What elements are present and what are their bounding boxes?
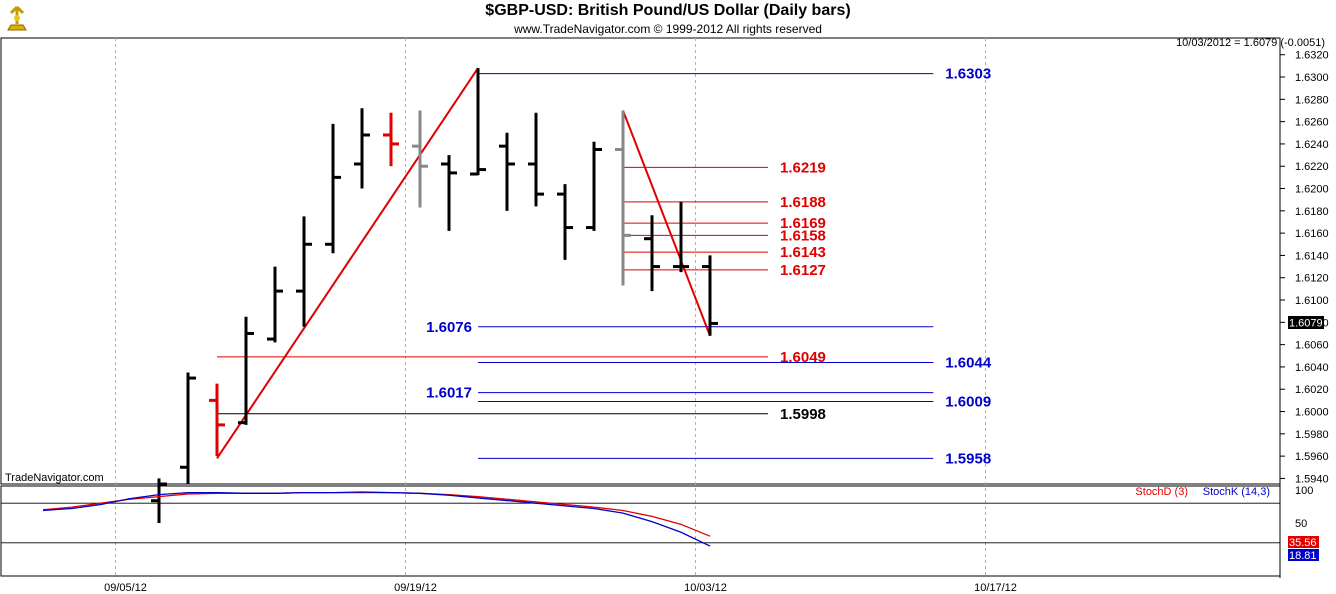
ohlc-bar (557, 184, 573, 260)
legend-stochd: StochD (3) (1135, 486, 1188, 498)
svg-text:35.56: 35.56 (1289, 537, 1317, 549)
trade-navigator-logo-icon (4, 3, 30, 38)
y-tick-label: 1.6000 (1295, 407, 1329, 419)
y-tick-label: 1.6140 (1295, 250, 1329, 262)
y-tick-label: 1.6320 (1295, 50, 1329, 62)
level-label: 1.6127 (780, 262, 826, 279)
last-quote-readout: 10/03/2012 = 1.6079 (-0.0051) (1176, 37, 1325, 49)
y-tick-label: 1.6120 (1295, 273, 1329, 285)
y-tick-label: 1.6260 (1295, 117, 1329, 129)
trend-line (622, 110, 711, 337)
watermark-text: TradeNavigator.com (5, 472, 104, 484)
x-tick-label: 09/19/12 (394, 582, 437, 594)
y-tick-label: 1.5960 (1295, 451, 1329, 463)
chart-title: $GBP-USD: British Pound/US Dollar (Daily… (485, 2, 851, 19)
ohlc-bar (441, 155, 457, 231)
ohlc-bar (151, 478, 167, 524)
stochk-value-badge: 18.81 (1288, 549, 1319, 562)
ohlc-bar (644, 215, 660, 292)
last-price-badge: 1.6079 (1288, 316, 1324, 330)
price-panel-frame (0, 37, 1281, 485)
ohlc-bar (528, 112, 544, 207)
y-tick-label: 1.6100 (1295, 295, 1329, 307)
level-label: 1.6076 (426, 319, 472, 336)
ohlc-bar (296, 216, 312, 327)
ohlc-bar (238, 316, 254, 425)
ohlc-bar (499, 132, 515, 211)
ohlc-bar (412, 110, 428, 208)
stochastic-panel-frame (0, 485, 1281, 577)
level-label: 1.6044 (945, 354, 992, 371)
stochastic-series-line (42, 491, 711, 537)
stoch-y-tick-label: 50 (1295, 518, 1307, 530)
y-tick-label: 1.6180 (1295, 206, 1329, 218)
level-label: 1.6158 (780, 227, 826, 244)
ohlc-bar (354, 108, 370, 189)
level-label: 1.6169 (780, 215, 826, 232)
level-label: 1.6143 (780, 244, 826, 261)
level-label: 1.5958 (945, 450, 991, 467)
level-label: 1.6009 (945, 393, 991, 410)
ohlc-bar (586, 141, 602, 231)
stochastic-series-line (42, 491, 711, 547)
level-label: 1.6017 (426, 385, 472, 402)
y-tick-label: 1.6280 (1295, 94, 1329, 106)
y-tick-label: 1.6020 (1295, 384, 1329, 396)
level-label: 1.6049 (780, 349, 826, 366)
y-tick-label: 1.6200 (1295, 184, 1329, 196)
x-tick-label: 10/17/12 (974, 582, 1017, 594)
copyright-notice: www.TradeNavigator.com © 1999-2012 All r… (514, 22, 822, 36)
ohlc-bar (615, 110, 631, 286)
y-tick-label: 1.5940 (1295, 473, 1329, 485)
level-label: 1.6188 (780, 194, 826, 211)
y-tick-label: 1.5980 (1295, 429, 1329, 441)
ohlc-bar (673, 201, 689, 273)
y-tick-label: 1.6060 (1295, 340, 1329, 352)
ohlc-bar (470, 68, 486, 176)
stochd-value-badge: 35.56 (1288, 536, 1319, 549)
ohlc-bar (209, 383, 225, 457)
trend-line (216, 67, 479, 459)
x-tick-label: 10/03/12 (684, 582, 727, 594)
ohlc-bar (267, 266, 283, 343)
level-label: 1.5998 (780, 406, 826, 423)
y-tick-label: 1.6220 (1295, 161, 1329, 173)
x-tick-label: 09/05/12 (104, 582, 147, 594)
ohlc-bar (383, 112, 399, 167)
y-tick-label: 1.6160 (1295, 228, 1329, 240)
y-tick-label: 1.6040 (1295, 362, 1329, 374)
y-tick-label: 1.6240 (1295, 139, 1329, 151)
legend-stochk: StochK (14,3) (1203, 486, 1270, 498)
level-label: 1.6219 (780, 159, 826, 176)
level-label: 1.6303 (945, 66, 991, 83)
ohlc-bar (180, 372, 196, 484)
ohlc-bar (702, 255, 718, 336)
svg-text:18.81: 18.81 (1289, 550, 1317, 562)
stoch-y-tick-label: 100 (1295, 485, 1313, 497)
svg-text:1.6079: 1.6079 (1289, 318, 1323, 330)
y-tick-label: 1.6300 (1295, 72, 1329, 84)
ohlc-bar (325, 123, 341, 254)
